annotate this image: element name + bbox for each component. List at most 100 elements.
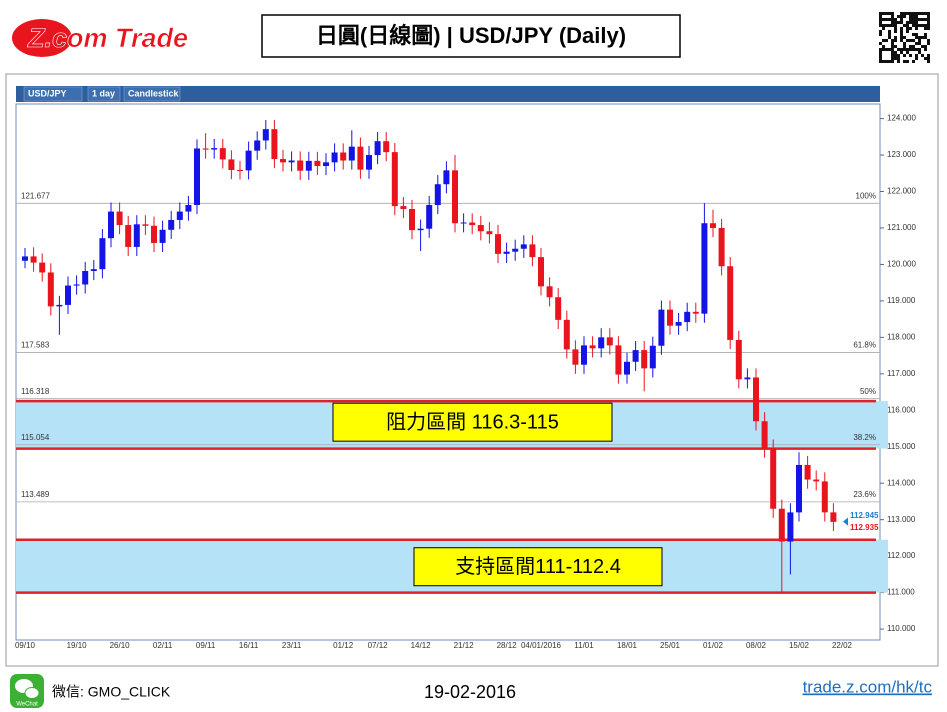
qr-cell <box>888 24 891 27</box>
candle-body <box>340 152 347 161</box>
qr-cell <box>927 24 930 27</box>
qr-cell <box>903 45 906 48</box>
qr-cell <box>900 27 903 30</box>
qr-cell <box>909 15 912 18</box>
qr-cell <box>891 60 894 63</box>
qr-cell <box>894 21 897 24</box>
qr-cell <box>918 39 921 42</box>
candle-body <box>56 304 63 307</box>
candle-body <box>271 129 278 160</box>
candle-body <box>649 345 656 369</box>
candle-body <box>821 481 828 513</box>
candle-body <box>589 345 596 349</box>
qr-cell <box>909 48 912 51</box>
candle-body <box>305 160 312 171</box>
qr-cell <box>888 36 891 39</box>
toolbar-label: 1 day <box>92 88 115 98</box>
qr-cell <box>885 60 888 63</box>
qr-cell <box>897 54 900 57</box>
candle-body <box>202 148 209 150</box>
candle-body <box>813 479 820 482</box>
candle-body <box>383 141 390 153</box>
qr-cell <box>906 24 909 27</box>
candle-body <box>572 349 579 365</box>
qr-cell <box>882 18 885 21</box>
qr-cell <box>891 12 894 15</box>
candle-body <box>658 309 665 346</box>
candle-body <box>125 225 132 247</box>
qr-cell <box>927 27 930 30</box>
candle-body <box>159 229 166 243</box>
qr-cell <box>912 21 915 24</box>
y-tick-label: 120.000 <box>887 260 916 269</box>
x-tick-label: 23/11 <box>282 641 302 650</box>
qr-cell <box>879 24 882 27</box>
qr-cell <box>921 18 924 21</box>
y-tick-label: 115.000 <box>887 442 916 451</box>
y-tick-label: 113.000 <box>887 515 916 524</box>
candle-body <box>22 256 28 261</box>
qr-cell <box>927 15 930 18</box>
candle-body <box>477 225 484 232</box>
qr-cell <box>900 15 903 18</box>
qr-cell <box>900 21 903 24</box>
qr-cell <box>924 24 927 27</box>
y-tick-label: 118.000 <box>887 332 916 341</box>
toolbar-button <box>87 86 121 102</box>
qr-cell <box>900 33 903 36</box>
qr-cell <box>921 24 924 27</box>
candle-body <box>176 211 183 220</box>
candle-body <box>667 309 673 326</box>
qr-cell <box>903 36 906 39</box>
qr-cell <box>891 57 894 60</box>
price-label: 112.935 <box>850 523 879 532</box>
candle-body <box>581 345 587 365</box>
qr-cell <box>894 54 897 57</box>
candle-body <box>39 262 46 273</box>
candle-body <box>684 311 691 323</box>
qr-cell <box>915 24 918 27</box>
qr-cell <box>927 54 930 57</box>
qr-cell <box>909 18 912 21</box>
qr-cell <box>900 36 903 39</box>
qr-cell <box>888 60 891 63</box>
qr-cell <box>915 21 918 24</box>
candle-body <box>718 227 725 267</box>
candle-body <box>787 512 794 542</box>
candle-body <box>400 206 407 210</box>
candle-body <box>280 159 286 163</box>
candle-body <box>245 150 252 171</box>
link[interactable]: trade.z.com/hk/tc <box>803 677 933 696</box>
candle-body <box>116 211 123 226</box>
candle-body <box>357 146 364 170</box>
qr-cell <box>909 21 912 24</box>
candle-body <box>598 337 605 349</box>
qr-cell <box>909 54 912 57</box>
candle-body <box>520 244 527 249</box>
qr-cell <box>891 18 894 21</box>
qr-cell <box>915 36 918 39</box>
qr-cell <box>912 18 915 21</box>
qr-cell <box>906 21 909 24</box>
qr-cell <box>900 48 903 51</box>
qr-cell <box>891 24 894 27</box>
qr-cell <box>924 12 927 15</box>
candle-body <box>65 285 71 305</box>
qr-cell <box>882 48 885 51</box>
qr-cell <box>906 27 909 30</box>
x-tick-label: 26/10 <box>110 641 131 650</box>
wechat-id: 微信: GMO_CLICK <box>52 684 171 700</box>
candle-body <box>434 184 441 206</box>
candle-body <box>778 508 785 542</box>
qr-cell <box>879 12 882 15</box>
level-value: 115.054 <box>21 433 50 442</box>
qr-cell <box>906 30 909 33</box>
candle-body <box>288 160 295 163</box>
qr-cell <box>921 12 924 15</box>
qr-cell <box>894 18 897 21</box>
qr-cell <box>882 60 885 63</box>
qr-cell <box>927 60 930 63</box>
y-tick-label: 121.000 <box>887 223 916 232</box>
qr-cell <box>927 18 930 21</box>
